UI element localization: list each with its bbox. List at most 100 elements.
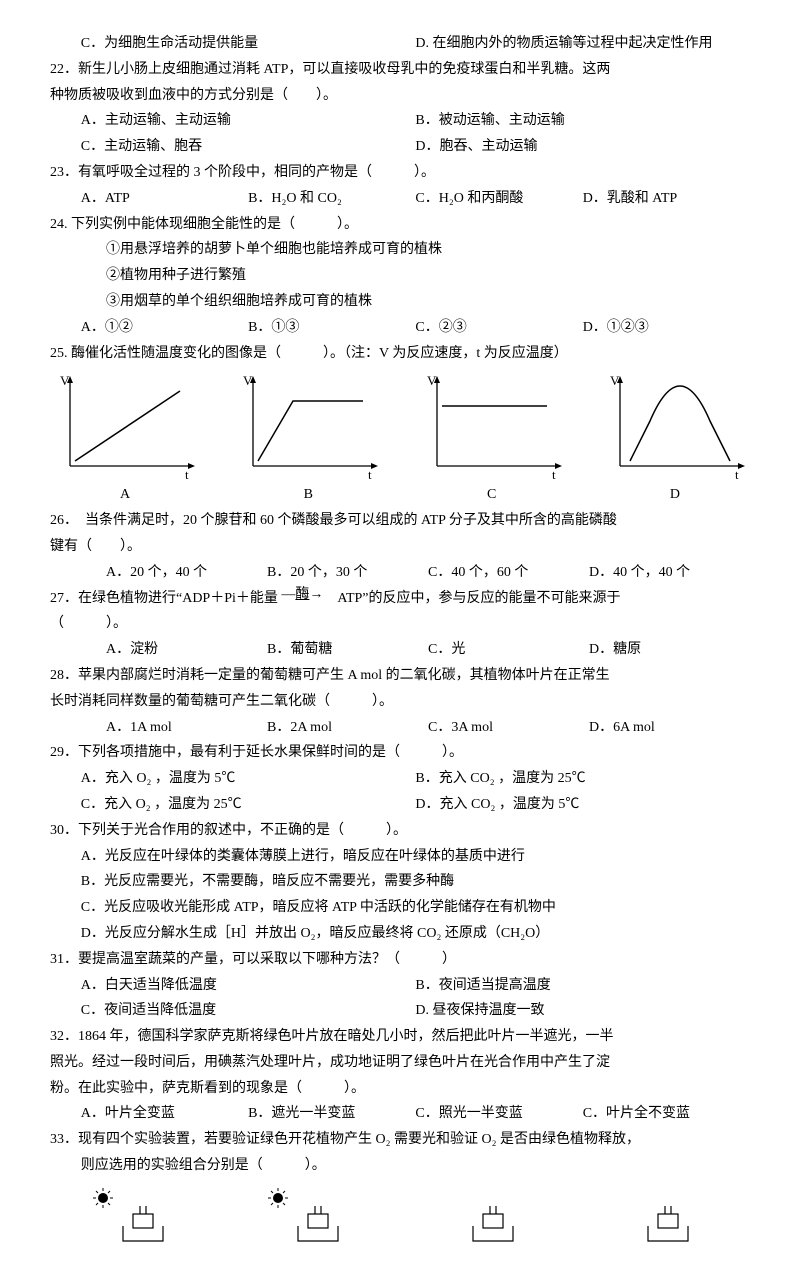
q24-l2: ②植物用种子进行繁殖 — [50, 264, 750, 288]
q24-stem: 24. 下列实例中能体现细胞全能性的是（ ）。 — [50, 213, 750, 237]
q27-opt-d: D．糖原 — [589, 638, 750, 662]
q26-stem-1: 26． 当条件满足时，20 个腺苷和 60 个磷酸最多可以组成的 ATP 分子及… — [50, 509, 750, 533]
beaker-top-1 — [123, 1206, 163, 1241]
q27-opt-c: C．光 — [428, 638, 589, 662]
q24-opt-b: B．①③ — [248, 316, 415, 340]
q29-stem: 29．下列各项措施中，最有利于延长水果保鲜时间的是（ ）。 — [50, 741, 750, 765]
q29-opt-d: D．充入 CO₂ ，温度为 5℃ — [415, 793, 750, 817]
axis-t-b: t — [368, 467, 372, 481]
q26-stem-2: 键有（ ）。 — [50, 535, 750, 559]
q25-chart-a-wrap: V t A — [50, 371, 200, 507]
q25-chart-b-wrap: V t B — [233, 371, 383, 507]
q25-chart-d-wrap: V t D — [600, 371, 750, 507]
q32-opt-a: A．叶片全变蓝 — [81, 1102, 248, 1126]
q24-l3: ③用烟草的单个组织细胞培养成可育的植株 — [50, 290, 750, 314]
x-arrow-b — [371, 463, 378, 469]
q21-opt-d: D. 在细胞内外的物质运输等过程中起决定性作用 — [415, 32, 750, 56]
q30-stem: 30．下列关于光合作用的叙述中，不正确的是（ ）。 — [50, 819, 750, 843]
q28-opts: A．1A mol B．2A mol C．3A mol D．6A mol — [50, 716, 750, 740]
q28-opt-c: C．3A mol — [428, 716, 589, 740]
q32-opt-b: B．遮光一半变蓝 — [248, 1102, 415, 1126]
q27-stem-2: （ ）。 — [50, 612, 750, 636]
q27-enzyme: 酶 — [295, 587, 309, 602]
q26-opt-c: C．40 个，60 个 — [428, 561, 589, 585]
q22-opt-d: D．胞吞、主动运输 — [415, 135, 750, 159]
q29-opts-cd: C．充入 O₂ ，温度为 25℃ D．充入 CO₂ ，温度为 5℃ — [50, 793, 750, 817]
q25-chart-c: V t — [417, 371, 567, 481]
q27-opt-b: B．葡萄糖 — [267, 638, 428, 662]
beaker-4 — [608, 1186, 718, 1246]
q22-stem-2: 种物质被吸收到血液中的方式分别是（ ）。 — [50, 84, 750, 108]
q31-opt-c: C．夜间适当降低温度 — [81, 999, 416, 1023]
q32-opt-d: C．叶片全不变蓝 — [583, 1102, 750, 1126]
q28-opt-a: A．1A mol — [106, 716, 267, 740]
q23-opt-a: A．ATP — [81, 187, 248, 211]
axis-t-a: t — [185, 467, 189, 481]
q31-opt-a: A．白天适当降低温度 — [81, 974, 416, 998]
q24-opt-a: A．①② — [81, 316, 248, 340]
q23-stem: 23．有氧呼吸全过程的 3 个阶段中，相同的产物是（ ）。 — [50, 161, 750, 185]
q25-stem: 25. 酶催化活性随温度变化的图像是（ ）。（注：V 为反应速度，t 为反应温度… — [50, 342, 750, 366]
q23-opt-b: B．H₂O 和 CO₂ — [248, 187, 415, 211]
q33-stem-2: 则应选用的实验组合分别是（ ）。 — [50, 1154, 750, 1178]
q28-opt-b: B．2A mol — [267, 716, 428, 740]
q30-opt-b: B．光反应需要光，不需要酶，暗反应不需要光，需要多种酶 — [50, 870, 750, 894]
q27-opts: A．淀粉 B．葡萄糖 C．光 D．糖原 — [50, 638, 750, 662]
beaker-top-3 — [473, 1206, 513, 1241]
q25-label-b: B — [233, 483, 383, 507]
curve-a — [75, 391, 180, 461]
q25-chart-a: V t — [50, 371, 200, 481]
q25-chart-d: V t — [600, 371, 750, 481]
q26-opts: A．20 个，40 个 B．20 个，30 个 C．40 个，60 个 D．40… — [50, 561, 750, 585]
q31-opts-cd: C．夜间适当降低温度 D. 昼夜保持温度一致 — [50, 999, 750, 1023]
q29-opt-a: A．充入 O₂ ，温度为 5℃ — [81, 767, 416, 791]
q32-opts: A．叶片全变蓝 B．遮光一半变蓝 C．照光一半变蓝 C．叶片全不变蓝 — [50, 1102, 750, 1126]
beaker-top-2 — [298, 1206, 338, 1241]
q31-opts-ab: A．白天适当降低温度 B．夜间适当提高温度 — [50, 974, 750, 998]
q32-stem-2: 照光。经过一段时间后，用碘蒸汽处理叶片，成功地证明了绿色叶片在光合作用中产生了淀 — [50, 1051, 750, 1075]
q22-opts-cd: C．主动运输、胞吞 D．胞吞、主动运输 — [50, 135, 750, 159]
beaker-1 — [83, 1186, 193, 1246]
curve-b — [258, 401, 363, 461]
q22-stem-1: 22．新生儿小肠上皮细胞通过消耗 ATP，可以直接吸收母乳中的免疫球蛋白和半乳糖… — [50, 58, 750, 82]
q29-opts-ab: A．充入 O₂ ，温度为 5℃ B．充入 CO₂ ，温度为 25℃ — [50, 767, 750, 791]
q27-stem-b: ATP”的反应中，参与反应的能量不可能来源于 — [323, 591, 620, 606]
x-arrow-a — [188, 463, 195, 469]
q29-opt-c: C．充入 O₂ ，温度为 25℃ — [81, 793, 416, 817]
axis-t-d: t — [735, 467, 739, 481]
q23-opts: A．ATP B．H₂O 和 CO₂ C．H₂O 和丙酮酸 D．乳酸和 ATP — [50, 187, 750, 211]
x-arrow-c — [555, 463, 562, 469]
q33-beakers — [50, 1186, 750, 1246]
q25-charts: V t A V t B V t — [50, 371, 750, 507]
q24-opts: A．①② B．①③ C．②③ D．①②③ — [50, 316, 750, 340]
q29-opt-b: B．充入 CO₂ ，温度为 25℃ — [415, 767, 750, 791]
beaker-top-4 — [648, 1206, 688, 1241]
q22-opts-ab: A．主动运输、主动运输 B．被动运输、主动运输 — [50, 109, 750, 133]
q31-opt-d: D. 昼夜保持温度一致 — [415, 999, 750, 1023]
beaker-3 — [433, 1186, 543, 1246]
q30-opt-a: A．光反应在叶绿体的类囊体薄膜上进行，暗反应在叶绿体的基质中进行 — [50, 845, 750, 869]
q25-chart-c-wrap: V t C — [417, 371, 567, 507]
q24-opt-c: C．②③ — [415, 316, 582, 340]
q27-opt-a: A．淀粉 — [106, 638, 267, 662]
q24-opt-d: D．①②③ — [583, 316, 750, 340]
beaker-2 — [258, 1186, 368, 1246]
x-arrow-d — [738, 463, 745, 469]
curve-d — [630, 386, 730, 461]
q27-arrow: —酶→ — [281, 587, 323, 602]
q24-l1: ①用悬浮培养的胡萝卜单个细胞也能培养成可育的植株 — [50, 238, 750, 262]
q30-opt-d: D．光反应分解水生成［H］并放出 O₂，暗反应最终将 CO₂ 还原成（CH₂O） — [50, 922, 750, 946]
q25-chart-b: V t — [233, 371, 383, 481]
q25-label-d: D — [600, 483, 750, 507]
q28-stem-2: 长时消耗同样数量的葡萄糖可产生二氧化碳（ ）。 — [50, 690, 750, 714]
q23-opt-d: D．乳酸和 ATP — [583, 187, 750, 211]
q31-stem: 31．要提高温室蔬菜的产量，可以采取以下哪种方法？（ ） — [50, 948, 750, 972]
q27-stem-a: 27．在绿色植物进行“ADP＋Pi＋能量 — [50, 591, 281, 606]
q25-label-c: C — [417, 483, 567, 507]
q22-opt-a: A．主动运输、主动运输 — [81, 109, 416, 133]
q23-opt-c: C．H₂O 和丙酮酸 — [415, 187, 582, 211]
q31-opt-b: B．夜间适当提高温度 — [415, 974, 750, 998]
sun-icon-1 — [93, 1188, 113, 1208]
q28-opt-d: D．6A mol — [589, 716, 750, 740]
q28-stem-1: 28．苹果内部腐烂时消耗一定量的葡萄糖可产生 A mol 的二氧化碳，其植物体叶… — [50, 664, 750, 688]
